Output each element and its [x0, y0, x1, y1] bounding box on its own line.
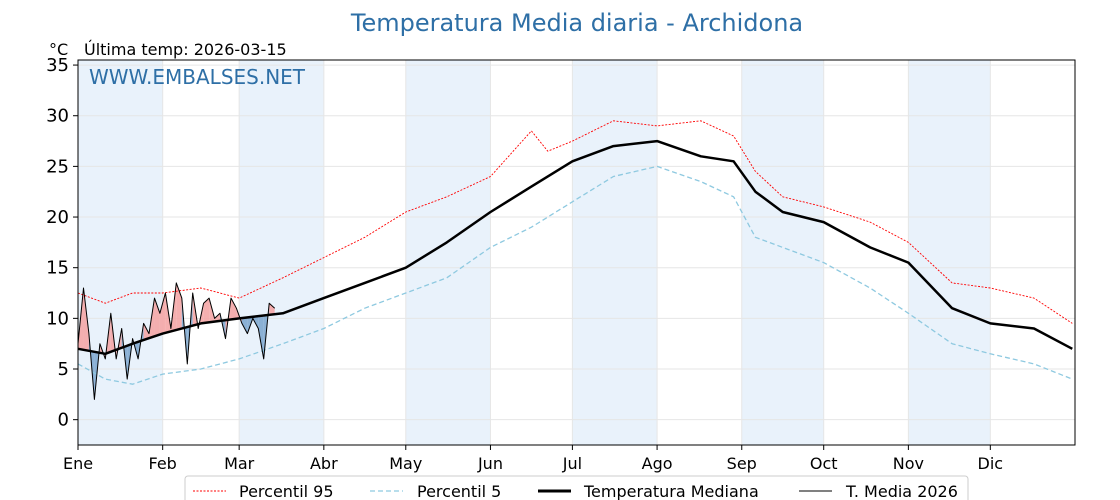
legend-box [184, 475, 969, 500]
fill-below-median [127, 338, 133, 380]
fill-above-median [269, 303, 275, 315]
month-band-jul [572, 60, 658, 445]
x-tick-label-mar: Mar [224, 454, 255, 473]
plot-frame [77, 59, 1076, 446]
x-tick-label-feb: Feb [149, 454, 177, 473]
month-band-sep [741, 60, 824, 445]
fill-above-median [154, 298, 160, 337]
fill-below-median [88, 333, 95, 400]
legend: Percentil 95 Percentil 5 Temperatura Med… [184, 475, 969, 500]
unit-label: °C [49, 40, 68, 59]
fill-above-median [143, 323, 150, 340]
y-tick-label-25: 25 [46, 156, 69, 177]
x-tick-label-abr: Abr [310, 454, 338, 473]
fill-below-median [241, 317, 248, 334]
fill-above-median [214, 313, 221, 322]
y-axis: 0 5 10 15 20 25 30 35 [46, 55, 78, 431]
x-tick-label-nov: Nov [893, 454, 924, 473]
fill-above-median [83, 287, 89, 351]
y-tick-label-20: 20 [46, 207, 69, 228]
y-tick-label-35: 35 [46, 55, 69, 76]
fill-above-median [159, 293, 166, 335]
legend-label-p95: Percentil 95 [239, 482, 334, 500]
chart-title: Temperatura Media diaria - Archidona [350, 9, 803, 37]
x-tick-label-jun: Jun [477, 454, 503, 473]
series-lines [77, 120, 1073, 400]
y-tick-label-10: 10 [46, 308, 69, 329]
fill-above-median [203, 298, 210, 324]
series-line-p95 [77, 120, 1073, 324]
y-tick-label-15: 15 [46, 258, 69, 279]
series-line-p5 [77, 165, 1073, 385]
x-tick-label-ago: Ago [642, 454, 673, 473]
legend-label-current: T. Media 2026 [845, 482, 958, 500]
y-tick-label-0: 0 [58, 410, 69, 431]
x-axis: Ene Feb Mar Abr May Jun Jul Ago Sep Oct Nov Dic [63, 445, 1003, 473]
fill-below-median [258, 315, 264, 359]
x-tick-label-oct: Oct [810, 454, 838, 473]
last-temp-subtitle: Última temp: 2026-03-15 [84, 40, 287, 59]
month-band-mar [239, 60, 324, 445]
x-tick-label-sep: Sep [727, 454, 757, 473]
x-tick-label-may: May [389, 454, 422, 473]
plot-background [78, 60, 991, 445]
x-tick-label-jul: Jul [562, 454, 582, 473]
x-tick-label-ene: Ene [63, 454, 93, 473]
x-tick-label-dic: Dic [978, 454, 1004, 473]
legend-label-median: Temperatura Mediana [583, 482, 759, 500]
y-tick-label-5: 5 [58, 359, 69, 380]
month-band-ene [78, 60, 163, 445]
series-line-current [77, 282, 276, 400]
watermark: WWW.EMBALSES.NET [89, 65, 306, 89]
fill-above-median [230, 298, 237, 320]
y-tick-label-30: 30 [46, 106, 69, 127]
series-line-median [77, 139, 1073, 356]
month-band-nov [908, 60, 991, 445]
month-band-may [405, 60, 491, 445]
legend-label-p5: Percentil 5 [417, 482, 501, 500]
